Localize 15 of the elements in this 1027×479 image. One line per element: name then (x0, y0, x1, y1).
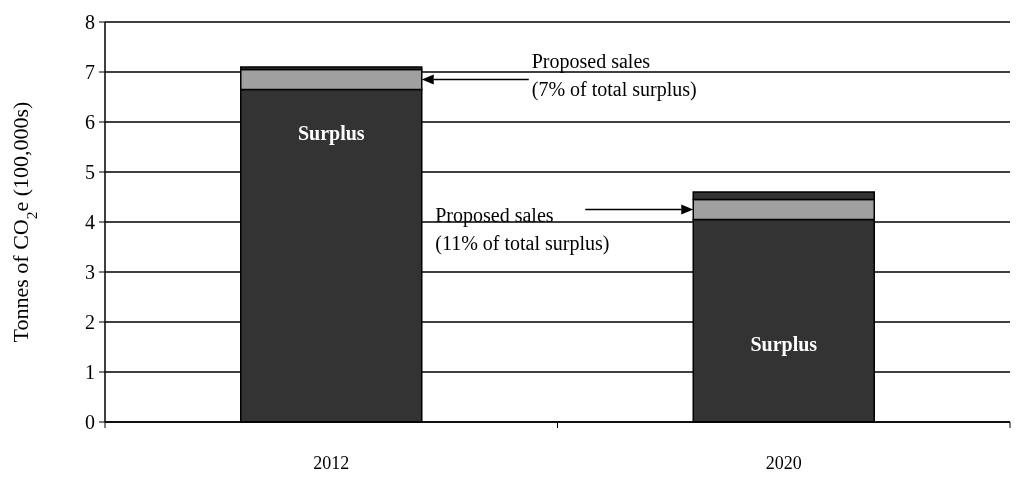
y-tick-label: 4 (85, 211, 95, 233)
y-tick-label: 1 (85, 361, 95, 383)
annotation: Proposed sales (11% of total surplus) (435, 203, 610, 255)
series-label: Surplus (297, 121, 365, 145)
y-tick-label: 3 (85, 261, 95, 283)
y-tick-label: 8 (85, 11, 95, 33)
x-tick-label: 2012 (313, 453, 350, 473)
y-tick-label: 7 (85, 61, 95, 83)
y-tick-label: 6 (85, 111, 95, 133)
y-tick-label: 2 (85, 311, 95, 333)
y-tick-label: 0 (85, 411, 95, 433)
text: Surplus (750, 332, 818, 355)
x-tick-label: 2020 (765, 453, 802, 473)
y-tick-label: 5 (85, 161, 95, 183)
annotation: Proposed sales (7% of total surplus) (531, 49, 697, 101)
